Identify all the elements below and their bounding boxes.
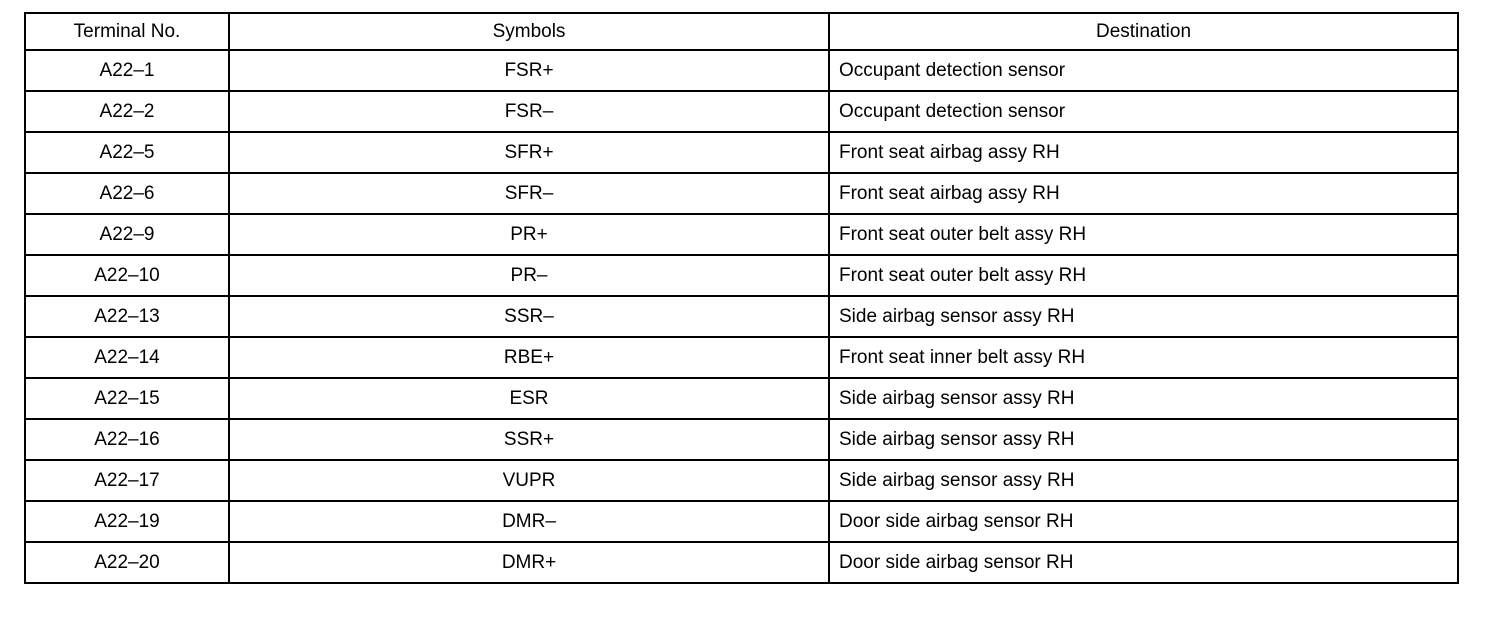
table-row: A22–14 RBE+ Front seat inner belt assy RH xyxy=(24,336,1459,379)
symbol-cell: VUPR xyxy=(228,459,830,502)
table-row: A22–6 SFR– Front seat airbag assy RH xyxy=(24,172,1459,215)
symbol-cell: SSR+ xyxy=(228,418,830,461)
symbol-cell: DMR+ xyxy=(228,541,830,584)
destination-cell: Front seat outer belt assy RH xyxy=(828,213,1459,256)
header-destination: Destination xyxy=(828,12,1459,51)
destination-cell: Front seat airbag assy RH xyxy=(828,172,1459,215)
table-row: A22–13 SSR– Side airbag sensor assy RH xyxy=(24,295,1459,338)
destination-cell: Side airbag sensor assy RH xyxy=(828,377,1459,420)
destination-cell: Side airbag sensor assy RH xyxy=(828,418,1459,461)
terminal-no-cell: A22–6 xyxy=(24,172,230,215)
destination-cell: Occupant detection sensor xyxy=(828,49,1459,92)
terminal-table: Terminal No. Symbols Destination A22–1 FS… xyxy=(24,12,1459,584)
header-symbols: Symbols xyxy=(228,12,830,51)
terminal-no-cell: A22–13 xyxy=(24,295,230,338)
terminal-no-cell: A22–9 xyxy=(24,213,230,256)
table-row: A22–2 FSR– Occupant detection sensor xyxy=(24,90,1459,133)
table-row: A22–17 VUPR Side airbag sensor assy RH xyxy=(24,459,1459,502)
terminal-no-cell: A22–10 xyxy=(24,254,230,297)
symbol-cell: FSR+ xyxy=(228,49,830,92)
destination-cell: Door side airbag sensor RH xyxy=(828,500,1459,543)
destination-cell: Front seat inner belt assy RH xyxy=(828,336,1459,379)
header-row: Terminal No. Symbols Destination xyxy=(24,12,1459,51)
terminal-no-cell: A22–5 xyxy=(24,131,230,174)
terminal-no-cell: A22–1 xyxy=(24,49,230,92)
destination-cell: Front seat airbag assy RH xyxy=(828,131,1459,174)
symbol-cell: FSR– xyxy=(228,90,830,133)
destination-cell: Occupant detection sensor xyxy=(828,90,1459,133)
table-row: A22–1 FSR+ Occupant detection sensor xyxy=(24,49,1459,92)
terminal-no-cell: A22–16 xyxy=(24,418,230,461)
table-row: A22–16 SSR+ Side airbag sensor assy RH xyxy=(24,418,1459,461)
symbol-cell: ESR xyxy=(228,377,830,420)
table-row: A22–19 DMR– Door side airbag sensor RH xyxy=(24,500,1459,543)
symbol-cell: PR– xyxy=(228,254,830,297)
terminal-no-cell: A22–17 xyxy=(24,459,230,502)
terminal-no-cell: A22–19 xyxy=(24,500,230,543)
terminal-no-cell: A22–15 xyxy=(24,377,230,420)
terminal-no-cell: A22–20 xyxy=(24,541,230,584)
symbol-cell: RBE+ xyxy=(228,336,830,379)
destination-cell: Side airbag sensor assy RH xyxy=(828,295,1459,338)
destination-cell: Front seat outer belt assy RH xyxy=(828,254,1459,297)
destination-cell: Side airbag sensor assy RH xyxy=(828,459,1459,502)
table-row: A22–9 PR+ Front seat outer belt assy RH xyxy=(24,213,1459,256)
destination-cell: Door side airbag sensor RH xyxy=(828,541,1459,584)
symbol-cell: DMR– xyxy=(228,500,830,543)
symbol-cell: SFR– xyxy=(228,172,830,215)
symbol-cell: PR+ xyxy=(228,213,830,256)
terminal-no-cell: A22–14 xyxy=(24,336,230,379)
terminal-no-cell: A22–2 xyxy=(24,90,230,133)
table-row: A22–5 SFR+ Front seat airbag assy RH xyxy=(24,131,1459,174)
table-row: A22–15 ESR Side airbag sensor assy RH xyxy=(24,377,1459,420)
table-row: A22–10 PR– Front seat outer belt assy RH xyxy=(24,254,1459,297)
table-row: A22–20 DMR+ Door side airbag sensor RH xyxy=(24,541,1459,584)
symbol-cell: SSR– xyxy=(228,295,830,338)
header-terminal-no: Terminal No. xyxy=(24,12,230,51)
symbol-cell: SFR+ xyxy=(228,131,830,174)
